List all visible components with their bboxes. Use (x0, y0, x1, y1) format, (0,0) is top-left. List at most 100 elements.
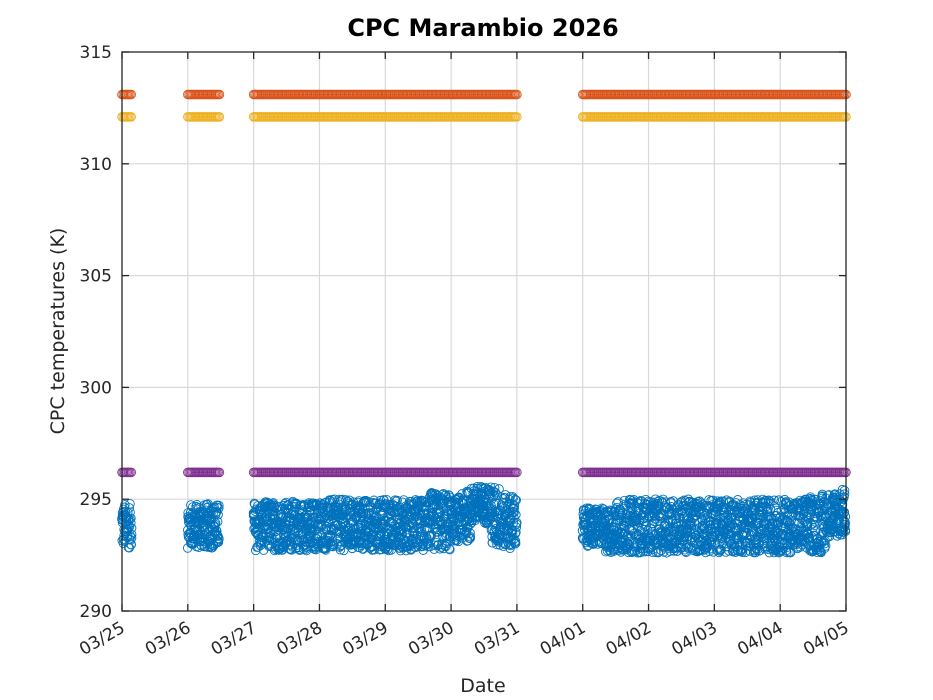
x-tick-label: 04/05 (800, 618, 852, 660)
series-point (269, 545, 280, 556)
series-point (512, 89, 522, 100)
series-point (716, 545, 726, 555)
chart-title: CPC Marambio 2026 (347, 14, 618, 42)
series-point (837, 506, 848, 516)
series-point (719, 507, 729, 517)
series-point (810, 517, 820, 527)
x-tick-label: 03/31 (471, 618, 523, 660)
x-tick-label: 03/26 (142, 618, 194, 660)
series-point (212, 517, 223, 527)
series-point (508, 534, 519, 544)
series-point (839, 489, 850, 499)
series-point (509, 500, 520, 511)
series-point (509, 507, 519, 518)
plot-frame (121, 51, 847, 612)
series-point (797, 540, 807, 550)
series-point (450, 530, 460, 541)
series-point (287, 534, 297, 545)
series-point (785, 547, 796, 558)
series-point (839, 507, 850, 517)
series-point (659, 542, 669, 553)
series-point (694, 496, 705, 506)
series-point (666, 502, 676, 512)
series-point (213, 509, 223, 520)
series-point (797, 518, 807, 529)
series-point (126, 529, 137, 540)
series-point (126, 112, 136, 122)
series-point (126, 467, 136, 478)
y-tick-label: 315 (80, 43, 112, 63)
series-point (126, 523, 137, 533)
series-point (512, 112, 522, 122)
series-point (316, 522, 327, 532)
series-point (381, 542, 391, 552)
series-point (714, 547, 724, 558)
series-point (728, 545, 739, 555)
series-point (392, 495, 402, 506)
series-point (214, 534, 224, 544)
series-point (510, 494, 521, 505)
y-tick-label: 305 (80, 267, 112, 287)
series-point (264, 535, 275, 546)
series-point (511, 495, 521, 505)
x-tick-label: 03/29 (339, 618, 391, 660)
series-point (124, 503, 135, 513)
series-point (791, 510, 801, 520)
series-T2 (117, 112, 851, 122)
series-point (512, 467, 522, 478)
series-point (430, 540, 440, 551)
x-tick-label: 04/03 (668, 618, 720, 660)
series-point (214, 112, 225, 122)
series-point (837, 484, 848, 495)
series-point (369, 544, 380, 555)
series-point (744, 538, 755, 548)
series-point (253, 523, 263, 534)
series-point (508, 493, 518, 504)
series-point (418, 502, 428, 513)
series-point (444, 543, 455, 554)
y-tick-label: 290 (80, 602, 112, 622)
series-point (335, 497, 345, 507)
series-T4 (117, 481, 851, 558)
series-point (433, 540, 444, 550)
series-point (125, 499, 135, 509)
series-point (511, 509, 521, 520)
series-point (839, 485, 850, 496)
series-point (421, 504, 431, 515)
series-point (805, 494, 816, 504)
y-tick-label: 300 (80, 378, 112, 398)
series-point (439, 512, 450, 522)
series-point (305, 531, 316, 541)
series-point (125, 514, 135, 525)
series-point (335, 545, 346, 555)
series-point (214, 500, 224, 511)
series-point (445, 544, 455, 555)
series-point (214, 467, 225, 478)
series-point (347, 529, 357, 540)
series-point (738, 501, 748, 512)
x-tick-label: 03/28 (274, 618, 326, 660)
series-point (126, 518, 136, 528)
series-point (490, 487, 501, 498)
x-axis-label: Date (460, 675, 505, 697)
series-point (511, 522, 522, 532)
x-tick-label: 03/27 (208, 618, 260, 660)
series-point (510, 536, 521, 546)
series-point (505, 492, 515, 502)
series-point (494, 484, 504, 494)
series-point (126, 533, 137, 543)
series-point (262, 520, 272, 530)
series-point (733, 495, 743, 505)
series-point (336, 540, 346, 550)
series-point (341, 495, 351, 505)
series-point (443, 490, 454, 500)
series-point (616, 547, 626, 557)
series-point (125, 535, 136, 545)
series-point (448, 529, 459, 539)
series-point (615, 506, 626, 516)
series-point (700, 514, 711, 524)
series-point (301, 545, 312, 556)
series-point (820, 541, 831, 551)
series-point (123, 523, 134, 534)
